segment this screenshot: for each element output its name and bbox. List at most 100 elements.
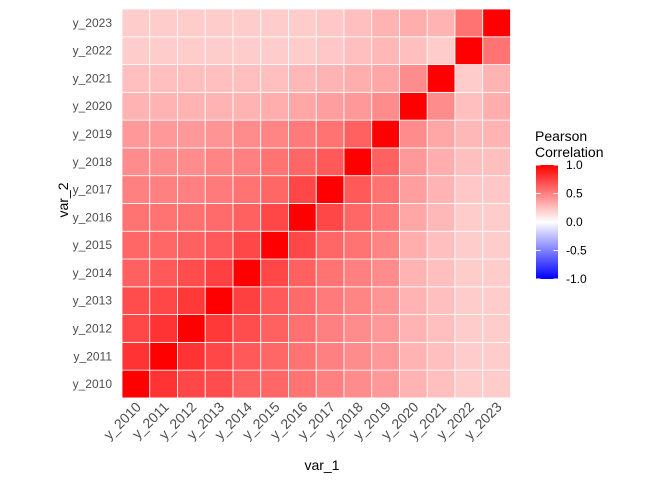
- heatmap-cell-y_2016-y_2011: [288, 341, 317, 371]
- heatmap-cell-y_2023-y_2023: [482, 8, 511, 38]
- heatmap-cell-y_2012-y_2014: [177, 258, 206, 288]
- heatmap-cell-y_2022-y_2022: [454, 36, 484, 65]
- heatmap-cell-y_2015-y_2016: [260, 203, 289, 232]
- heatmap-cell-y_2019-y_2016: [371, 203, 400, 232]
- heatmap-cell-y_2023-y_2013: [482, 286, 511, 315]
- heatmap-cell-y_2023-y_2016: [482, 203, 511, 232]
- heatmap-cell-y_2013-y_2015: [204, 230, 234, 260]
- heatmap-cell-y_2017-y_2016: [315, 203, 345, 232]
- heatmap-cell-y_2017-y_2021: [315, 64, 345, 93]
- heatmap-cell-y_2021-y_2022: [426, 36, 456, 65]
- heatmap-cell-y_2022-y_2021: [454, 64, 484, 93]
- heatmap-cell-y_2014-y_2017: [232, 175, 262, 204]
- heatmap-cell-y_2017-y_2012: [315, 314, 345, 343]
- heatmap-cell-y_2018-y_2018: [343, 147, 373, 177]
- heatmap-cell-y_2014-y_2018: [232, 147, 262, 177]
- heatmap-cell-y_2019-y_2019: [371, 119, 400, 149]
- heatmap-cell-y_2021-y_2019: [426, 119, 456, 149]
- heatmap-cell-y_2014-y_2012: [232, 314, 262, 343]
- heatmap-cell-y_2017-y_2011: [315, 341, 345, 371]
- heatmap-cell-y_2019-y_2011: [371, 341, 400, 371]
- heatmap-cell-y_2014-y_2016: [232, 203, 262, 232]
- y-tick-label: y_2023: [73, 16, 113, 30]
- heatmap-cell-y_2010-y_2013: [121, 286, 151, 315]
- legend-tick-label: -1.0: [566, 272, 587, 286]
- heatmap-cell-y_2010-y_2021: [121, 64, 151, 93]
- heatmap-cell-y_2020-y_2017: [399, 175, 428, 204]
- heatmap-cell-y_2012-y_2015: [177, 230, 206, 260]
- y-tick-label: y_2015: [73, 238, 113, 252]
- heatmap-cell-y_2017-y_2023: [315, 8, 345, 38]
- legend-tick-label: -0.5: [566, 244, 587, 258]
- heatmap-cell-y_2018-y_2012: [343, 314, 373, 343]
- heatmap-cell-y_2011-y_2023: [149, 8, 178, 38]
- heatmap-cell-y_2012-y_2017: [177, 175, 206, 204]
- y-tick-label: y_2010: [73, 377, 113, 391]
- heatmap-cell-y_2019-y_2010: [371, 369, 400, 399]
- heatmap-cell-y_2018-y_2021: [343, 64, 373, 93]
- heatmap-cell-y_2016-y_2012: [288, 314, 317, 343]
- heatmap-cell-y_2013-y_2014: [204, 258, 234, 288]
- heatmap-cell-y_2021-y_2010: [426, 369, 456, 399]
- heatmap-cell-y_2010-y_2020: [121, 91, 151, 121]
- legend-colorbar: [536, 165, 558, 279]
- heatmap-cell-y_2012-y_2022: [177, 36, 206, 65]
- heatmap-cell-y_2014-y_2022: [232, 36, 262, 65]
- heatmap-cell-y_2014-y_2014: [232, 258, 262, 288]
- y-tick-label: y_2021: [73, 71, 113, 85]
- heatmap-cell-y_2021-y_2015: [426, 230, 456, 260]
- heatmap-cell-y_2015-y_2014: [260, 258, 289, 288]
- heatmap-cell-y_2022-y_2012: [454, 314, 484, 343]
- heatmap-cell-y_2015-y_2013: [260, 286, 289, 315]
- heatmap-cell-y_2019-y_2015: [371, 230, 400, 260]
- heatmap-cell-y_2021-y_2014: [426, 258, 456, 288]
- heatmap-cell-y_2018-y_2015: [343, 230, 373, 260]
- heatmap-cell-y_2014-y_2023: [232, 8, 262, 38]
- legend-tick-label: 1.0: [566, 158, 583, 172]
- heatmap-cell-y_2022-y_2011: [454, 341, 484, 371]
- heatmap-cell-y_2018-y_2013: [343, 286, 373, 315]
- heatmap-cell-y_2010-y_2017: [121, 175, 151, 204]
- heatmap-cell-y_2010-y_2014: [121, 258, 151, 288]
- heatmap-cell-y_2014-y_2011: [232, 341, 262, 371]
- heatmap-cell-y_2015-y_2010: [260, 369, 289, 399]
- heatmap-cell-y_2010-y_2011: [121, 341, 151, 371]
- heatmap-cell-y_2023-y_2020: [482, 91, 511, 121]
- heatmap-cell-y_2021-y_2023: [426, 8, 456, 38]
- heatmap-cell-y_2022-y_2018: [454, 147, 484, 177]
- heatmap-cell-y_2016-y_2015: [288, 230, 317, 260]
- heatmap-cell-y_2015-y_2020: [260, 91, 289, 121]
- heatmap-cell-y_2018-y_2010: [343, 369, 373, 399]
- heatmap-cell-y_2020-y_2016: [399, 203, 428, 232]
- heatmap-cell-y_2015-y_2012: [260, 314, 289, 343]
- heatmap-cell-y_2021-y_2016: [426, 203, 456, 232]
- heatmap-cell-y_2012-y_2023: [177, 8, 206, 38]
- heatmap-cell-y_2011-y_2012: [149, 314, 178, 343]
- heatmap-cell-y_2018-y_2017: [343, 175, 373, 204]
- heatmap-cell-y_2016-y_2023: [288, 8, 317, 38]
- heatmap-cell-y_2017-y_2019: [315, 119, 345, 149]
- heatmap-cell-y_2018-y_2014: [343, 258, 373, 288]
- heatmap-cell-y_2022-y_2015: [454, 230, 484, 260]
- heatmap-cell-y_2013-y_2012: [204, 314, 234, 343]
- heatmap-cell-y_2015-y_2015: [260, 230, 289, 260]
- heatmap-cell-y_2012-y_2018: [177, 147, 206, 177]
- heatmap-cell-y_2017-y_2018: [315, 147, 345, 177]
- heatmap-cell-y_2016-y_2020: [288, 91, 317, 121]
- heatmap-cell-y_2015-y_2017: [260, 175, 289, 204]
- heatmap-cell-y_2020-y_2012: [399, 314, 428, 343]
- heatmap-cell-y_2011-y_2020: [149, 91, 178, 121]
- heatmap-cell-y_2011-y_2014: [149, 258, 178, 288]
- heatmap-cell-y_2019-y_2022: [371, 36, 400, 65]
- heatmap-cell-y_2013-y_2018: [204, 147, 234, 177]
- y-tick-label: y_2018: [73, 155, 113, 169]
- heatmap-cell-y_2015-y_2019: [260, 119, 289, 149]
- heatmap-cell-y_2016-y_2017: [288, 175, 317, 204]
- heatmap-cell-y_2011-y_2017: [149, 175, 178, 204]
- heatmap-cell-y_2015-y_2018: [260, 147, 289, 177]
- heatmap-cell-y_2013-y_2019: [204, 119, 234, 149]
- heatmap-cell-y_2013-y_2022: [204, 36, 234, 65]
- heatmap-cell-y_2019-y_2018: [371, 147, 400, 177]
- heatmap-cell-y_2011-y_2016: [149, 203, 178, 232]
- heatmap-cell-y_2023-y_2018: [482, 147, 511, 177]
